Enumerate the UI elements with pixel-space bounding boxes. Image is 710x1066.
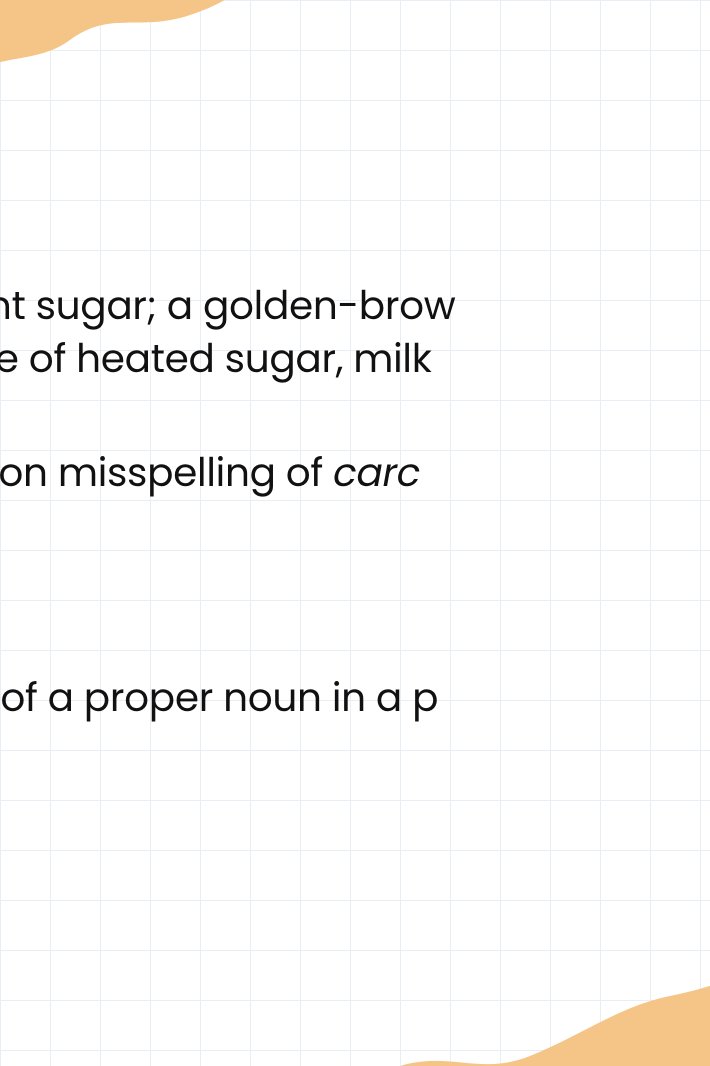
definition-line-1: urnt sugar; a golden-brow — [0, 280, 710, 333]
definition-text-block: urnt sugar; a golden-brow nade of heated… — [0, 0, 710, 725]
definition-line-3: ommon misspelling of carc — [0, 447, 710, 500]
line3-italic-term: carc — [333, 445, 420, 500]
line3-prefix: ommon misspelling of — [0, 445, 333, 500]
decorative-blob-bottom — [320, 876, 710, 1066]
definition-line-2: nade of heated sugar, milk — [0, 333, 710, 386]
definition-line-4: art of a proper noun in a p — [0, 672, 710, 725]
